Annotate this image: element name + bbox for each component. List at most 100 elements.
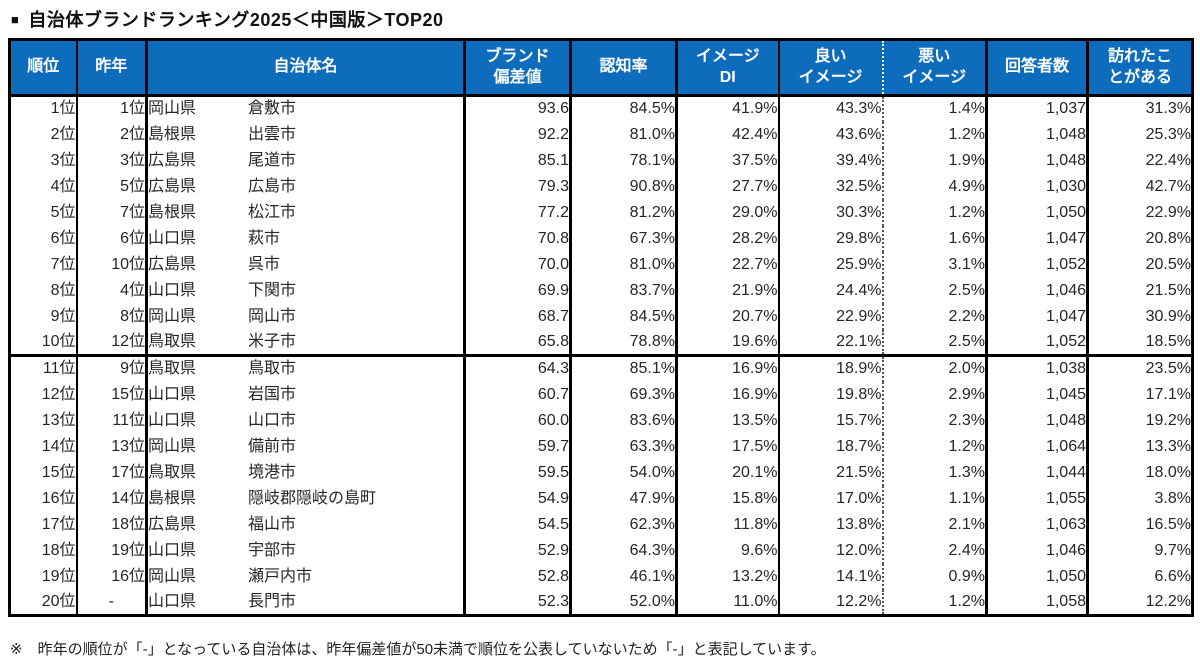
city: 瀬戸内市 — [248, 567, 313, 585]
cell-respondents: 1,045 — [986, 381, 1089, 408]
cell-respondents: 1,048 — [986, 121, 1089, 148]
cell-respondents: 1,037 — [986, 95, 1089, 122]
cell-visited: 20.8% — [1145, 229, 1191, 247]
cell-brand-score: 64.3 — [464, 355, 572, 382]
cell-recognition-rate: 84.5% — [570, 303, 678, 330]
city: 鳥取市 — [248, 360, 297, 378]
cell-municipality: 山口県 岩国市 — [146, 381, 466, 408]
cell-visited: 3.8% — [1154, 489, 1191, 507]
cell-brand-score: 52.3 — [464, 589, 572, 616]
city: 岡山市 — [248, 307, 297, 325]
cell-image-di: 42.4% — [676, 121, 780, 148]
cell-brand-score: 54.9 — [464, 485, 572, 512]
cell-last-year: 8位 — [76, 303, 148, 330]
city: 福山市 — [248, 515, 297, 533]
prefecture: 広島県 — [148, 177, 197, 195]
cell-image-di: 20.1% — [676, 459, 780, 486]
cell-municipality: 島根県 隠岐郡隠岐の島町 — [146, 485, 466, 512]
prefecture: 広島県 — [148, 151, 197, 169]
header-rank: 順位 — [9, 39, 78, 97]
cell-image-di: 41.9% — [676, 95, 780, 122]
table-row: 7位 10位 広島県 呉市 70.0 81.0% 22.7% 25.9% 3.1% 1,052 20… — [9, 251, 1193, 278]
cell-bad-image: 2.2% — [882, 303, 988, 330]
cell-respondents: 1,046 — [986, 277, 1089, 304]
cell-municipality: 広島県 福山市 — [146, 511, 466, 538]
table-row: 8位 4位 山口県 下関市 69.9 83.7% 21.9% 24.4% 2.5% 1,046 21… — [9, 277, 1193, 304]
cell-respondents: 1,055 — [986, 485, 1089, 512]
cell-last-year: - — [76, 589, 148, 616]
cell-bad-image: 4.9% — [882, 173, 988, 200]
table-row: 14位 13位 岡山県 備前市 59.7 63.3% 17.5% 18.7% 1.2% 1,064… — [9, 433, 1193, 460]
cell-visited: 25.3% — [1145, 125, 1191, 143]
cell-last-year: 9位 — [76, 355, 148, 382]
cell-rank: 6位 — [9, 225, 78, 252]
cell-last-year: 13位 — [76, 433, 148, 460]
prefecture: 鳥取県 — [148, 463, 197, 481]
cell-brand-score: 65.8 — [464, 329, 572, 357]
cell-respondents: 1,052 — [986, 251, 1089, 278]
cell-rank: 5位 — [9, 199, 78, 226]
cell-municipality: 島根県 出雲市 — [146, 121, 466, 148]
cell-image-di: 16.9% — [676, 355, 780, 382]
cell-visited: 31.3% — [1145, 100, 1191, 118]
cell-last-year: 3位 — [76, 147, 148, 174]
cell-rank: 8位 — [9, 277, 78, 304]
cell-last-year: 12位 — [76, 329, 148, 357]
cell-last-year: 7位 — [76, 199, 148, 226]
cell-bad-image: 1.2% — [882, 199, 988, 226]
prefecture: 島根県 — [148, 125, 197, 143]
cell-municipality: 鳥取県 米子市 — [146, 329, 466, 357]
table-row: 17位 18位 広島県 福山市 54.5 62.3% 11.8% 13.8% 2.1% 1,063… — [9, 511, 1193, 538]
cell-recognition-rate: 81.2% — [570, 199, 678, 226]
cell-visited: 30.9% — [1145, 307, 1191, 325]
cell-municipality: 島根県 松江市 — [146, 199, 466, 226]
cell-good-image: 24.4% — [778, 277, 884, 304]
cell-recognition-rate: 64.3% — [570, 537, 678, 564]
cell-rank: 7位 — [9, 251, 78, 278]
cell-bad-image: 1.2% — [882, 121, 988, 148]
cell-image-di: 21.9% — [676, 277, 780, 304]
table-row: 16位 14位 島根県 隠岐郡隠岐の島町 54.9 47.9% 15.8% 17.0% 1.1%… — [9, 485, 1193, 512]
city: 米子市 — [248, 332, 297, 350]
cell-last-year: 4位 — [76, 277, 148, 304]
cell-bad-image: 2.5% — [882, 329, 988, 357]
cell-recognition-rate: 62.3% — [570, 511, 678, 538]
cell-brand-score: 60.7 — [464, 381, 572, 408]
cell-visited: 18.5% — [1087, 329, 1193, 357]
cell-bad-image: 1.3% — [882, 459, 988, 486]
cell-brand-score: 85.1 — [464, 147, 572, 174]
cell-recognition-rate: 84.5% — [570, 95, 678, 122]
page-title: ■ 自治体ブランドランキング2025＜中国版＞TOP20 — [11, 6, 444, 32]
city: 下関市 — [248, 281, 297, 299]
cell-image-di: 27.7% — [676, 173, 780, 200]
cell-brand-score: 92.2 — [464, 121, 572, 148]
cell-rank: 16位 — [9, 485, 78, 512]
city: 広島市 — [248, 177, 297, 195]
square-bullet-icon: ■ — [11, 12, 20, 27]
cell-recognition-rate: 52.0% — [570, 589, 678, 616]
cell-visited: 16.5% — [1145, 515, 1191, 533]
prefecture: 鳥取県 — [148, 332, 197, 350]
city: 岩国市 — [248, 385, 297, 403]
cell-bad-image: 2.1% — [882, 511, 988, 538]
cell-rank: 2位 — [9, 121, 78, 148]
cell-bad-image: 2.5% — [882, 277, 988, 304]
cell-last-year: 17位 — [76, 459, 148, 486]
cell-good-image: 13.8% — [778, 511, 884, 538]
table-row: 11位 9位 鳥取県 鳥取市 64.3 85.1% 16.9% 18.9% 2.0% 1,038 2… — [9, 355, 1193, 382]
cell-image-di: 17.5% — [676, 433, 780, 460]
cell-image-di: 13.5% — [676, 407, 780, 434]
cell-recognition-rate: 78.8% — [570, 329, 678, 357]
cell-recognition-rate: 46.1% — [570, 563, 678, 590]
cell-good-image: 18.7% — [778, 433, 884, 460]
cell-good-image: 22.9% — [778, 303, 884, 330]
cell-image-di: 11.8% — [676, 511, 780, 538]
cell-visited: 20.5% — [1145, 255, 1191, 273]
cell-visited: 9.7% — [1154, 541, 1191, 559]
prefecture: 山口県 — [148, 541, 197, 559]
cell-image-di: 13.2% — [676, 563, 780, 590]
table-row: 5位 7位 島根県 松江市 77.2 81.2% 29.0% 30.3% 1.2% 1,050 22… — [9, 199, 1193, 226]
cell-rank: 12位 — [9, 381, 78, 408]
header-respondents: 回答者数 — [986, 39, 1089, 97]
